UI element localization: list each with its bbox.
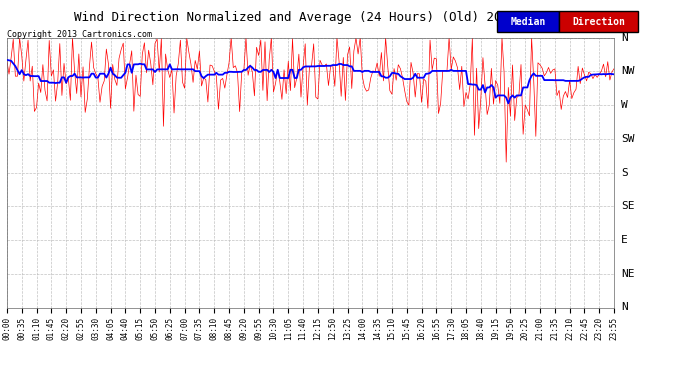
- Text: SW: SW: [621, 134, 635, 144]
- Text: N: N: [621, 303, 628, 312]
- Text: NW: NW: [621, 66, 635, 76]
- Text: Median: Median: [510, 16, 546, 27]
- Text: Direction: Direction: [572, 16, 625, 27]
- Text: S: S: [621, 168, 628, 177]
- Text: Copyright 2013 Cartronics.com: Copyright 2013 Cartronics.com: [7, 30, 152, 39]
- Text: SE: SE: [621, 201, 635, 211]
- Text: E: E: [621, 235, 628, 245]
- Text: Wind Direction Normalized and Average (24 Hours) (Old) 20130117: Wind Direction Normalized and Average (2…: [75, 11, 546, 24]
- Text: NE: NE: [621, 269, 635, 279]
- Text: W: W: [621, 100, 628, 110]
- Text: N: N: [621, 33, 628, 42]
